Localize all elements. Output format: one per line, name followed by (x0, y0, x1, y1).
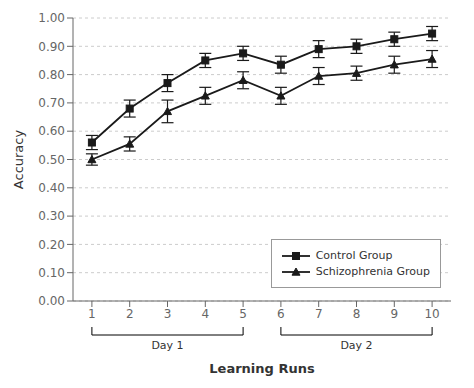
svg-text:10: 10 (424, 307, 439, 321)
svg-text:4: 4 (201, 307, 209, 321)
svg-text:9: 9 (390, 307, 398, 321)
svg-text:1.00: 1.00 (38, 11, 65, 25)
svg-text:0.20: 0.20 (38, 238, 65, 252)
svg-text:3: 3 (164, 307, 172, 321)
svg-text:0.60: 0.60 (38, 124, 65, 138)
html-text:Schizophrenia Group: Schizophrenia Group (315, 265, 430, 278)
svg-text:0.90: 0.90 (38, 40, 65, 54)
svg-text:Learning Runs: Learning Runs (209, 361, 315, 376)
html-text:Control Group: Control Group (315, 249, 393, 262)
svg-text:0.00: 0.00 (38, 294, 65, 308)
svg-text:Accuracy: Accuracy (11, 130, 26, 190)
svg-text:8: 8 (353, 307, 361, 321)
svg-text:0.30: 0.30 (38, 209, 65, 223)
svg-text:6: 6 (277, 307, 285, 321)
svg-text:1: 1 (88, 307, 96, 321)
svg-text:0.10: 0.10 (38, 266, 65, 280)
svg-text:0.50: 0.50 (38, 153, 65, 167)
svg-text:Day 1: Day 1 (151, 339, 183, 352)
svg-text:0.40: 0.40 (38, 181, 65, 195)
svg-text:0.80: 0.80 (38, 68, 65, 82)
svg-text:2: 2 (126, 307, 134, 321)
svg-text:5: 5 (239, 307, 247, 321)
svg-text:0.70: 0.70 (38, 96, 65, 110)
svg-text:Day 2: Day 2 (340, 339, 372, 352)
svg-text:7: 7 (315, 307, 323, 321)
